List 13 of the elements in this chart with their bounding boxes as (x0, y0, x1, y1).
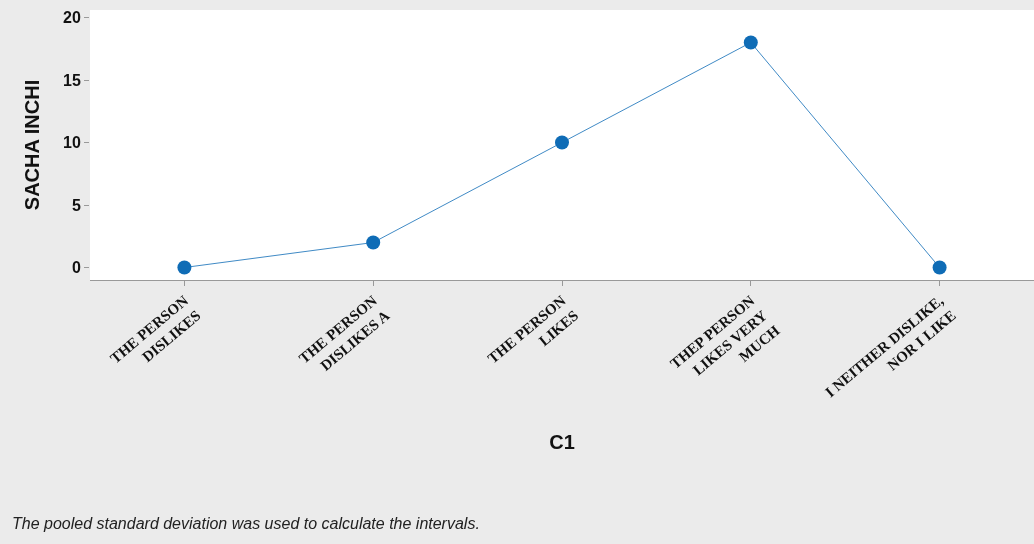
y-tick-label: 5 (71, 196, 81, 214)
y-tick-label: 0 (71, 259, 81, 277)
point (366, 235, 381, 250)
point (932, 260, 947, 275)
y-axis-title: SACHA INCHI (20, 79, 43, 211)
point (177, 260, 192, 275)
y-tick-label: 15 (63, 71, 81, 89)
y-tick-label: 20 (63, 9, 81, 27)
point (555, 135, 569, 150)
text: The pooled standard deviation was used to calculate the intervals. (12, 515, 480, 532)
x-axis-title: C1 (549, 430, 575, 453)
y-tick-label: 10 (63, 134, 81, 152)
point (743, 35, 758, 50)
